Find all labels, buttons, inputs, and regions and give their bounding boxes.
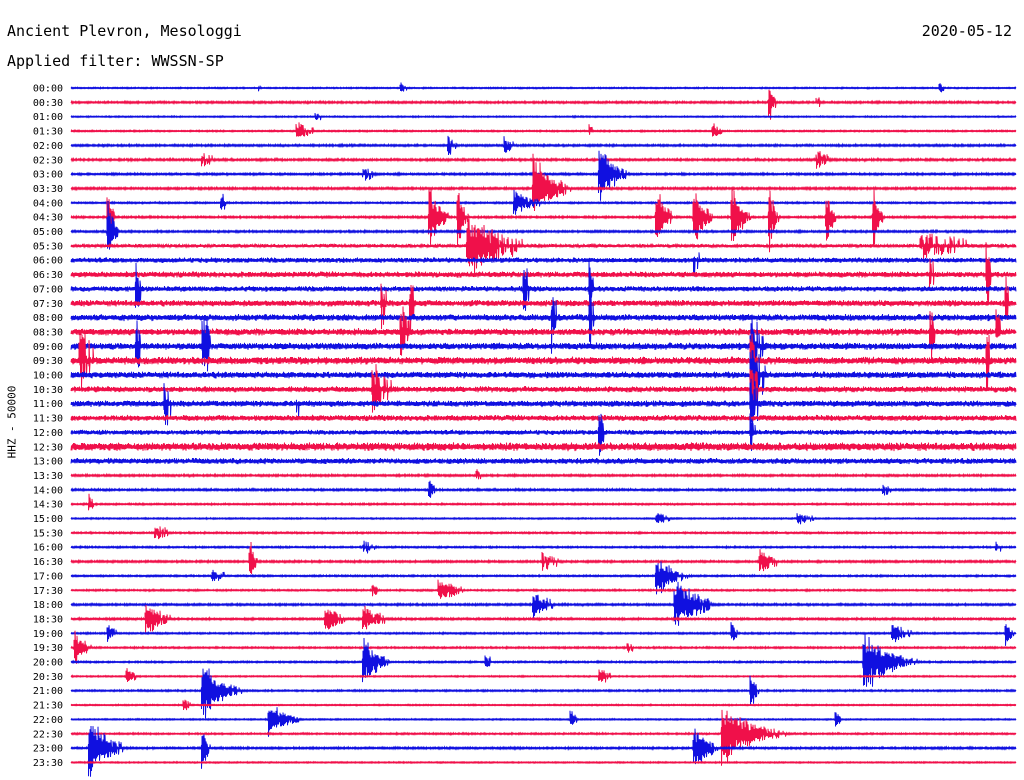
trace-2230 (70, 709, 1017, 766)
trace-0730 (70, 276, 1017, 334)
time-label: 03:00 (33, 170, 63, 181)
time-label: 15:30 (33, 528, 63, 539)
time-label: 21:00 (33, 686, 63, 697)
time-label: 07:30 (33, 299, 63, 310)
time-label: 10:00 (33, 371, 63, 382)
time-label: 19:30 (33, 643, 63, 654)
time-label: 01:30 (33, 127, 63, 138)
time-label: 13:00 (33, 457, 63, 468)
time-label: 05:00 (33, 227, 63, 238)
trace-1230 (70, 442, 1017, 452)
time-label: 04:30 (33, 213, 63, 224)
time-label: 06:30 (33, 270, 63, 281)
trace-1330 (70, 469, 1017, 480)
time-label: 08:00 (33, 313, 63, 324)
time-label: 17:00 (33, 571, 63, 582)
time-label: 16:00 (33, 543, 63, 554)
time-label: 15:00 (33, 514, 63, 525)
time-label: 09:00 (33, 342, 63, 353)
trace-1100 (70, 378, 1017, 435)
trace-0830 (70, 306, 1017, 362)
trace-1130 (70, 414, 1017, 422)
time-label: 02:00 (33, 141, 63, 152)
station-name: Ancient Plevron, Mesologgi (7, 22, 242, 40)
time-label: 10:30 (33, 385, 63, 396)
time-label: 08:30 (33, 327, 63, 338)
trace-1300 (70, 457, 1017, 465)
time-label: 23:30 (33, 758, 63, 769)
trace-2000 (70, 634, 1017, 687)
time-label: 22:30 (33, 729, 63, 740)
time-label: 09:30 (33, 356, 63, 367)
time-label: 01:00 (33, 112, 63, 123)
trace-1730 (70, 579, 1017, 599)
time-label: 00:30 (33, 98, 63, 109)
time-label: 03:30 (33, 184, 63, 195)
trace-1430 (70, 493, 1017, 511)
time-label: 16:30 (33, 557, 63, 568)
time-label: 18:00 (33, 600, 63, 611)
time-label: 11:30 (33, 414, 63, 425)
time-label: 23:00 (33, 744, 63, 755)
trace-0030 (70, 89, 1017, 120)
time-label: 07:00 (33, 284, 63, 295)
time-label: 19:00 (33, 629, 63, 640)
time-label: 05:30 (33, 241, 63, 252)
time-label: 17:30 (33, 586, 63, 597)
time-label: 20:30 (33, 672, 63, 683)
time-label: 22:00 (33, 715, 63, 726)
time-label: 14:30 (33, 500, 63, 511)
time-label: 20:00 (33, 658, 63, 669)
applied-filter: Applied filter: WWSSN-SP (7, 52, 224, 70)
trace-0130 (70, 122, 1017, 137)
trace-1200 (70, 413, 1017, 456)
time-label: 12:30 (33, 442, 63, 453)
time-label: 21:30 (33, 701, 63, 712)
trace-0900 (70, 314, 1017, 373)
time-label: 06:00 (33, 256, 63, 267)
trace-0630 (70, 242, 1017, 303)
time-label: 11:00 (33, 399, 63, 410)
time-label: 18:30 (33, 614, 63, 625)
time-label: 12:00 (33, 428, 63, 439)
time-label: 04:00 (33, 198, 63, 209)
record-date: 2020-05-12 (921, 22, 1012, 40)
time-label: 13:30 (33, 471, 63, 482)
time-label: 14:00 (33, 485, 63, 496)
time-label: 02:30 (33, 155, 63, 166)
time-label: 00:00 (33, 84, 63, 95)
